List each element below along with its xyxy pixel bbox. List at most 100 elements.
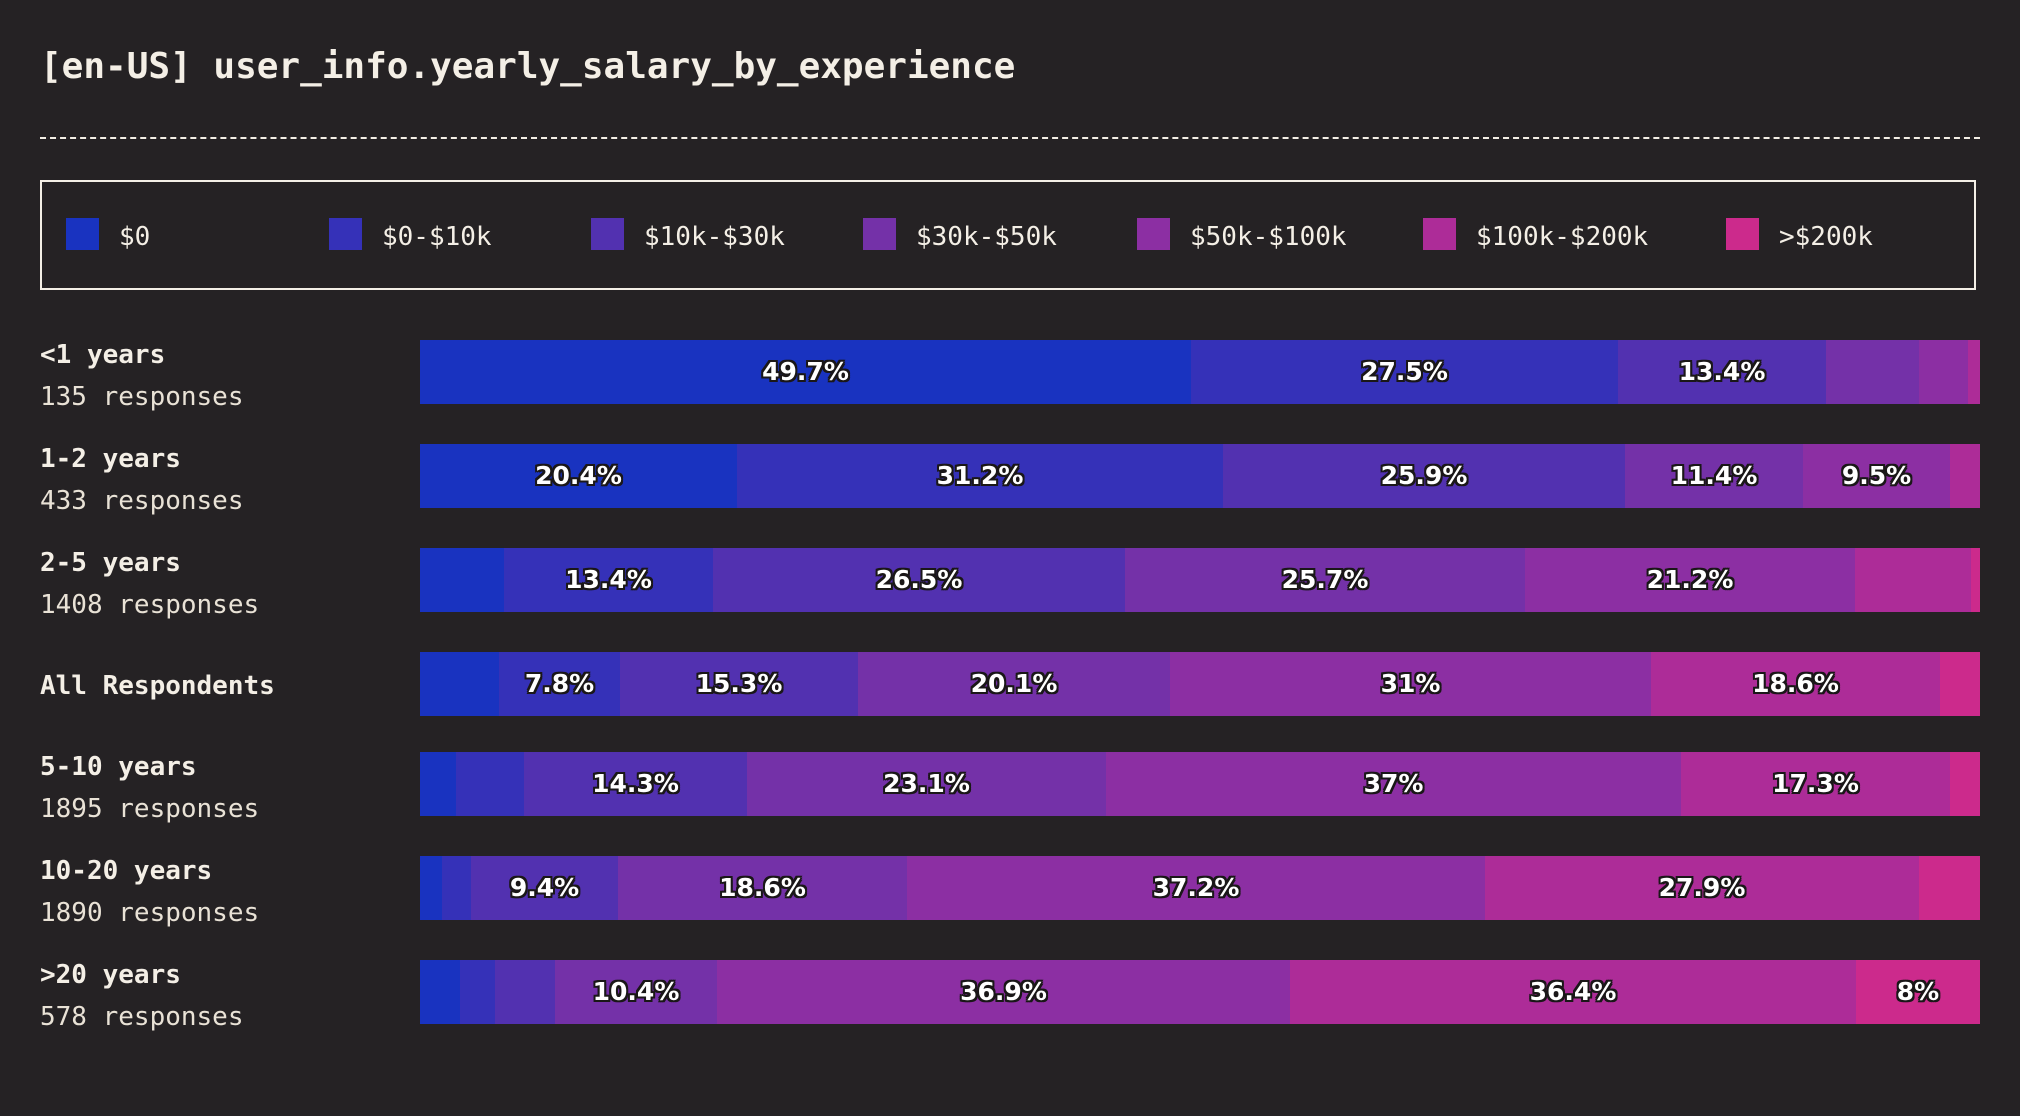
bar-segment	[504, 548, 713, 612]
bar-segment	[1223, 444, 1625, 508]
bar-segment	[555, 960, 717, 1024]
segment-value-label: 31%	[1380, 669, 1441, 698]
bar-segment	[1106, 752, 1681, 816]
segment-value-label: 18.6%	[1752, 669, 1839, 698]
bar-row: <1 years 135 responses 49.7% 27.5% 13.4%	[0, 340, 2020, 412]
segment-value-label: 10.4%	[592, 977, 680, 1006]
stacked-bar: 10.4% 36.9% 36.4% 8%	[420, 960, 1980, 1024]
segment-value-label: 26.5%	[875, 565, 963, 594]
bar-segment	[1290, 960, 1856, 1024]
bar-segment	[1826, 340, 1919, 404]
row-response-count: 1890 responses	[40, 898, 260, 928]
bar-segment	[618, 856, 907, 920]
bar-segment	[717, 960, 1290, 1024]
segment-value-label: 31.2%	[936, 461, 1024, 490]
bar-row: 2-5 years 1408 responses 13.4% 26.5% 25.7% 21…	[0, 548, 2020, 620]
bar-row: 5-10 years 1895 responses 14.3% 23.1% 37% 17.…	[0, 752, 2020, 824]
segment-value-label: 25.9%	[1380, 461, 1468, 490]
segment-value-label: 36.4%	[1529, 977, 1617, 1006]
legend-swatch	[863, 218, 896, 250]
legend-swatch	[1726, 218, 1759, 250]
bar-segment	[471, 856, 618, 920]
legend-label: $100k-$200k	[1476, 222, 1649, 252]
segment-value-label: 27.9%	[1658, 873, 1746, 902]
bar-segment	[420, 960, 460, 1024]
stacked-bar: 9.4% 18.6% 37.2% 27.9%	[420, 856, 1980, 920]
bar-segment	[524, 752, 747, 816]
bar-segment	[737, 444, 1223, 508]
legend-swatch	[1137, 218, 1170, 250]
legend-label: $0	[119, 222, 151, 252]
segment-value-label: 25.7%	[1281, 565, 1369, 594]
bar-segment	[1919, 340, 1968, 404]
segment-value-label: 23.1%	[883, 769, 970, 798]
segment-value-label: 37.2%	[1152, 873, 1240, 902]
row-response-count: 433 responses	[40, 486, 244, 516]
bar-segment	[1125, 548, 1525, 612]
stacked-bar: 20.4% 31.2% 25.9% 11.4% 9.5%	[420, 444, 1980, 508]
segment-value-label: 13.4%	[565, 565, 652, 594]
bar-segment	[1618, 340, 1826, 404]
segment-value-label: 8%	[1896, 977, 1940, 1006]
row-label: 10-20 years	[40, 856, 213, 886]
legend-swatch	[591, 218, 624, 250]
bar-row: >20 years 578 responses 10.4% 36.9% 36.4% 8%	[0, 960, 2020, 1032]
bar-row: 1-2 years 433 responses 20.4% 31.2% 25.9% 11.…	[0, 444, 2020, 516]
bar-segment	[858, 652, 1170, 716]
bar-segment	[1855, 548, 1971, 612]
bar-segment	[1651, 652, 1940, 716]
bar-segment	[1950, 752, 1980, 816]
bar-segment	[1625, 444, 1803, 508]
stacked-bar: 14.3% 23.1% 37% 17.3%	[420, 752, 1980, 816]
segment-value-label: 11.4%	[1670, 461, 1758, 490]
row-label: 1-2 years	[40, 444, 181, 474]
segment-value-label: 18.6%	[719, 873, 806, 902]
bar-segment	[1170, 652, 1651, 716]
title-divider	[40, 137, 1980, 139]
segment-value-label: 13.4%	[1678, 357, 1766, 386]
segment-value-label: 27.5%	[1361, 357, 1448, 386]
chart-title: [en-US] user_info.yearly_salary_by_exper…	[40, 46, 1016, 87]
bar-segment	[1919, 856, 1980, 920]
segment-value-label: 17.3%	[1772, 769, 1859, 798]
legend-swatch	[66, 218, 99, 250]
segment-value-label: 20.4%	[535, 461, 622, 490]
bar-segment	[1525, 548, 1855, 612]
legend-swatch	[1423, 218, 1456, 250]
legend-label: $0-$10k	[382, 222, 492, 252]
bar-segment	[420, 548, 504, 612]
bar-segment	[1968, 340, 1980, 404]
bar-segment	[1803, 444, 1950, 508]
bar-row: All Respondents 7.8% 15.3% 20.1% 31% 18.6%	[0, 652, 2020, 716]
bar-segment	[620, 652, 858, 716]
legend: $0 $0-$10k $10k-$30k $30k-$50k $50k-$100k $10…	[40, 180, 1976, 290]
legend-label: $10k-$30k	[644, 222, 785, 252]
segment-value-label: 20.1%	[970, 669, 1058, 698]
bar-segment	[456, 752, 524, 816]
bar-segment	[460, 960, 495, 1024]
segment-value-label: 36.9%	[960, 977, 1047, 1006]
bar-segment	[1971, 548, 1980, 612]
row-label: 5-10 years	[40, 752, 197, 782]
segment-value-label: 21.2%	[1646, 565, 1734, 594]
bar-segment	[1681, 752, 1950, 816]
row-response-count: 1895 responses	[40, 794, 260, 824]
row-response-count: 135 responses	[40, 382, 244, 412]
legend-swatch	[329, 218, 362, 250]
segment-value-label: 49.7%	[762, 357, 849, 386]
segment-value-label: 37%	[1363, 769, 1424, 798]
row-label: All Respondents	[40, 671, 275, 701]
row-label: 2-5 years	[40, 548, 181, 578]
stacked-bar: 7.8% 15.3% 20.1% 31% 18.6%	[420, 652, 1980, 716]
bar-segment	[907, 856, 1485, 920]
legend-label: $50k-$100k	[1190, 222, 1347, 252]
segment-value-label: 14.3%	[592, 769, 679, 798]
bar-segment	[1940, 652, 1980, 716]
segment-value-label: 9.5%	[1841, 461, 1912, 490]
bar-segment	[495, 960, 555, 1024]
bar-segment	[442, 856, 471, 920]
row-label: <1 years	[40, 340, 166, 370]
bar-segment	[1950, 444, 1980, 508]
row-response-count: 578 responses	[40, 1002, 244, 1032]
stacked-bar: 49.7% 27.5% 13.4%	[420, 340, 1980, 404]
